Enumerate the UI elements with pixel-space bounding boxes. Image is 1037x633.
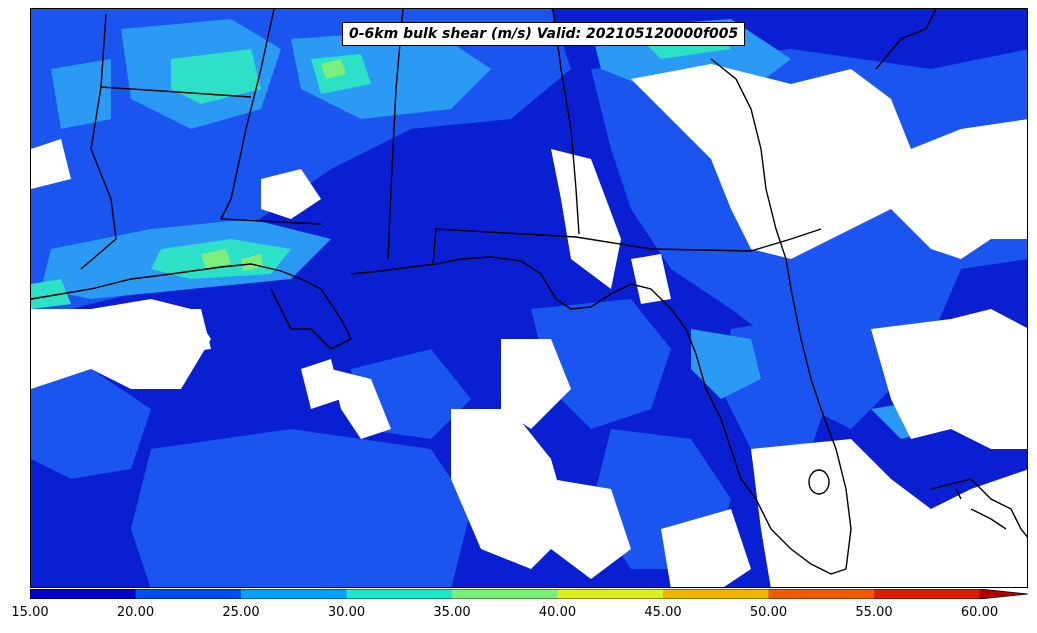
colorbar-tick-label: 35.00 [433,605,471,620]
colorbar-segment [30,589,136,599]
state-boundaries [80,9,937,270]
map-plot: 0-6km bulk shear (m/s) Valid: 2021051200… [30,8,1028,588]
shear-below-15-regions [31,64,1027,587]
colorbar-segment [346,589,452,599]
colorbar-tick-label: 60.00 [960,605,999,620]
colorbar-segment [557,589,663,599]
shear-35-40-regions [201,59,346,271]
shear-contour-map [31,9,1027,587]
colorbar-tick-label: 25.00 [222,605,260,620]
colorbar-segment [241,589,347,599]
colorbar-segment [452,589,558,599]
colorbar-segment [663,589,769,599]
colorbar-tick-label: 30.00 [327,605,366,620]
colorbar-tick-label: 20.00 [116,605,155,620]
colorbar-tick-label: 55.00 [855,605,893,620]
colorbar-segment [135,589,241,599]
coastline [31,58,1027,575]
colorbar-tick-label: 40.00 [538,605,577,620]
colorbar-tick-label: 45.00 [644,605,682,620]
colorbar-tick-label: 50.00 [749,605,788,620]
colorbar-tick-label: 15.00 [11,605,49,620]
shear-25-30-regions [41,19,941,439]
map-title: 0-6km bulk shear (m/s) Valid: 2021051200… [342,22,746,46]
colorbar-outline [30,589,1028,599]
colorbar-segment [768,589,874,599]
colorbar [30,589,1028,599]
colorbar-segment [874,589,980,599]
colorbar-extend-arrow [979,589,1028,599]
